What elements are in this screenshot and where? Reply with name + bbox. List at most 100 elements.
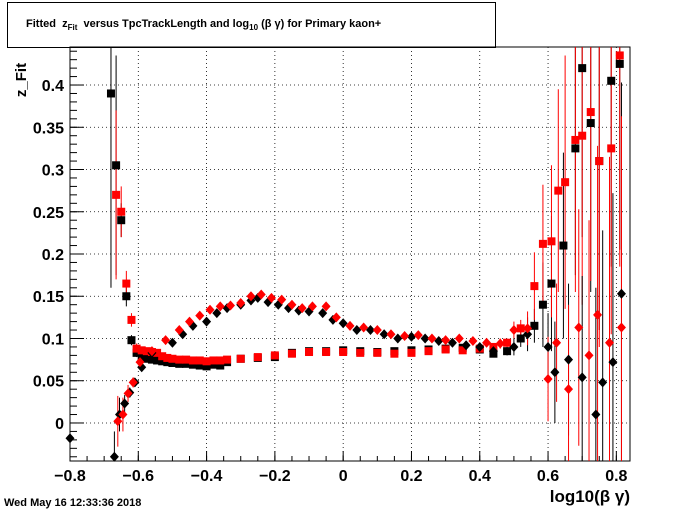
y-tick-label: 0.05 — [33, 374, 64, 391]
data-point-square — [561, 178, 570, 187]
data-point-diamond — [318, 308, 328, 319]
data-point-diamond — [331, 312, 341, 323]
data-point-diamond — [123, 388, 133, 399]
data-point-diamond — [543, 341, 553, 352]
data-point-diamond — [461, 340, 471, 351]
data-point-square — [554, 186, 563, 195]
data-point-diamond — [65, 433, 75, 444]
data-point-diamond — [616, 288, 626, 299]
y-axis-ticks: 0 0.05 0.1 0.15 0.2 0.25 0.3 0.35 0.4 — [33, 50, 84, 458]
data-point-diamond — [488, 346, 498, 357]
x-tick-label: 0.2 — [400, 468, 422, 485]
data-point-square — [147, 355, 156, 364]
data-point-diamond — [616, 322, 626, 333]
data-point-diamond — [365, 325, 375, 336]
data-point-diamond — [202, 316, 212, 327]
y-tick-label: 0.25 — [33, 205, 64, 222]
data-point-square — [390, 349, 399, 358]
data-point-diamond — [379, 329, 389, 340]
data-point-square — [168, 358, 177, 367]
data-point-square — [209, 356, 218, 365]
data-point-diamond — [266, 292, 276, 303]
data-point-diamond — [147, 346, 157, 357]
data-point-diamond — [109, 451, 119, 462]
data-point-square — [586, 108, 595, 117]
data-point-square — [356, 348, 365, 357]
data-point-diamond — [113, 416, 123, 427]
data-point-diamond — [427, 333, 437, 344]
data-point-square — [182, 355, 191, 364]
data-point-diamond — [406, 331, 416, 342]
data-point-square — [559, 241, 568, 250]
data-point-square — [168, 354, 177, 363]
data-point-diamond — [345, 320, 355, 331]
x-tick-label: −0.8 — [54, 468, 86, 485]
data-point-square — [132, 344, 141, 353]
title-box: Fitted zFit versus TpcTrackLength and lo… — [7, 2, 496, 48]
data-point-square — [458, 346, 467, 355]
data-point-diamond — [593, 309, 603, 320]
data-point-square — [516, 324, 525, 333]
data-point-diamond — [352, 325, 362, 336]
data-point-square — [503, 338, 512, 347]
data-point-square — [158, 357, 167, 366]
y-tick-label: 0.35 — [33, 120, 64, 137]
data-point-square — [253, 353, 262, 362]
data-point-square — [607, 144, 616, 153]
y-tick-label: 0.2 — [42, 247, 64, 264]
data-point-square — [182, 359, 191, 368]
data-point-square — [127, 315, 136, 324]
data-point-square — [503, 347, 512, 356]
data-point-diamond — [482, 337, 492, 348]
data-point-diamond — [564, 384, 574, 395]
data-point-square — [547, 237, 556, 246]
data-point-diamond — [195, 310, 205, 321]
data-point-diamond — [128, 377, 138, 388]
data-point-diamond — [523, 329, 533, 340]
data-point-square — [153, 348, 162, 357]
x-tick-label: 0.4 — [469, 468, 491, 485]
data-point-square — [142, 347, 151, 356]
data-point-square — [615, 51, 624, 60]
data-point-square — [117, 216, 126, 225]
data-point-square — [424, 347, 433, 356]
timestamp: Wed May 16 12:33:36 2018 — [4, 497, 142, 509]
data-point-diamond — [120, 398, 130, 409]
data-point-square — [153, 356, 162, 365]
data-point-square — [137, 346, 146, 355]
data-point-square — [270, 351, 279, 360]
data-point-diamond — [167, 337, 177, 348]
data-point-diamond — [246, 291, 256, 302]
data-point-diamond — [523, 323, 533, 334]
data-point-diamond — [287, 299, 297, 310]
data-point-diamond — [161, 335, 171, 346]
x-tick-label: 0.6 — [537, 468, 559, 485]
x-tick-label: −0.4 — [191, 468, 223, 485]
data-point-square — [216, 361, 225, 370]
data-point-square — [163, 358, 172, 367]
y-tick-label: 0.15 — [33, 289, 64, 306]
data-point-square — [571, 144, 580, 153]
x-tick-label: 0 — [339, 468, 348, 485]
data-point-square — [578, 131, 587, 140]
data-point-diamond — [509, 341, 519, 352]
data-point-diamond — [584, 350, 594, 361]
x-tick-label: −0.2 — [259, 468, 291, 485]
data-point-square — [195, 356, 204, 365]
data-point-square — [287, 349, 296, 358]
data-point-diamond — [552, 337, 562, 348]
data-point-diamond — [277, 294, 287, 305]
data-point-square — [516, 334, 525, 343]
data-point-square — [538, 300, 547, 309]
chart-title: Fitted zFit versus TpcTrackLength and lo… — [26, 18, 381, 32]
data-point-square — [202, 362, 211, 371]
data-point-square — [117, 207, 126, 216]
data-point-square — [322, 348, 331, 357]
data-point-diamond — [393, 333, 403, 344]
data-point-diamond — [372, 325, 382, 336]
data-point-diamond — [605, 337, 615, 348]
data-point-square — [122, 292, 131, 301]
title-z: z — [62, 18, 68, 30]
data-point-square — [373, 348, 382, 357]
data-point-square — [142, 354, 151, 363]
